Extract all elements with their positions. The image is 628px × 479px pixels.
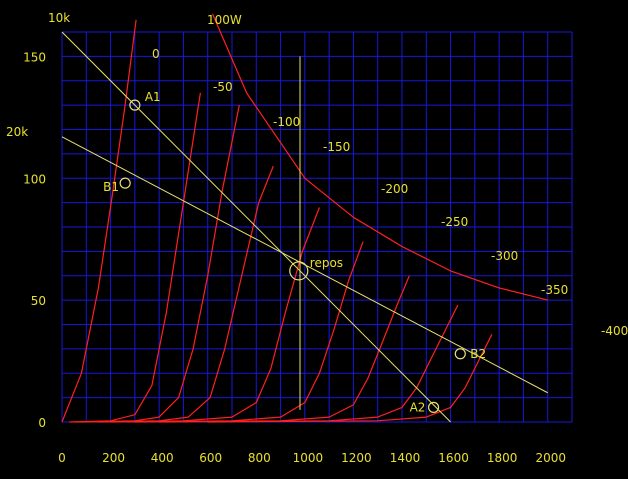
- marker-A2: [427, 401, 440, 413]
- curve-label: -300: [491, 249, 518, 263]
- y-tick-label: 50: [31, 294, 46, 308]
- y-tick-label: 0: [38, 416, 46, 430]
- x-tick-label: 1200: [341, 451, 372, 465]
- marker-B1: [119, 177, 131, 189]
- curve-label: -200: [381, 182, 408, 196]
- marker-label: B2: [470, 347, 486, 361]
- x-tick-label: 2000: [535, 451, 566, 465]
- curve-0: [61, 19, 137, 423]
- marker-A1: [129, 99, 141, 111]
- load-line-10k: [61, 31, 451, 423]
- y-tick-label: 100: [23, 172, 46, 186]
- curve-n400: [207, 334, 493, 423]
- x-tick-label: 1600: [438, 451, 469, 465]
- curve-label: -150: [323, 140, 350, 154]
- load-line-label: 20k: [6, 125, 28, 139]
- x-tick-label: 1000: [293, 451, 324, 465]
- marker-B2: [454, 348, 466, 360]
- curve-n300: [134, 275, 410, 423]
- curve-label: 0: [152, 47, 160, 61]
- x-tick-label: 200: [102, 451, 125, 465]
- marker-label: repos: [310, 256, 343, 270]
- x-tick-label: 400: [151, 451, 174, 465]
- curve-label: -250: [441, 215, 468, 229]
- y-tick-label: 150: [23, 50, 46, 64]
- x-tick-label: 800: [248, 451, 271, 465]
- marker-label: B1: [103, 180, 119, 194]
- curve-label: -350: [541, 283, 568, 297]
- marker-label: A1: [145, 90, 161, 104]
- grid-voltage-curves: 0 -50 -100 -150 -200 -250 -300 -350 -400 100W: [61, 13, 628, 423]
- curve-100W: [212, 13, 548, 301]
- load-line-label: 10k: [48, 11, 70, 25]
- grid: [61, 31, 573, 423]
- curve-label: -100: [273, 115, 300, 129]
- curve-n100: [74, 104, 240, 423]
- curve-n150: [81, 165, 274, 423]
- curve-label: -50: [213, 80, 233, 94]
- curve-n350: [159, 304, 459, 423]
- curve-label: -400: [601, 324, 628, 338]
- x-tick-label: 1800: [487, 451, 518, 465]
- operating-point-markers: A1 B1 repos A2 B2: [103, 90, 486, 414]
- x-tick-label: 600: [199, 451, 222, 465]
- curve-n200: [98, 207, 320, 423]
- x-tick-label: 1400: [390, 451, 421, 465]
- y-axis-ticks: 0 50 100 150: [23, 50, 46, 430]
- curve-n250: [110, 241, 364, 423]
- curve-label: 100W: [207, 13, 242, 27]
- x-axis-ticks: 0 200 400 600 800 1000 1200 1400 1600 1800 2000: [58, 451, 566, 465]
- marker-label: A2: [410, 400, 426, 414]
- marker-repos: [289, 261, 309, 281]
- x-tick-label: 0: [58, 451, 66, 465]
